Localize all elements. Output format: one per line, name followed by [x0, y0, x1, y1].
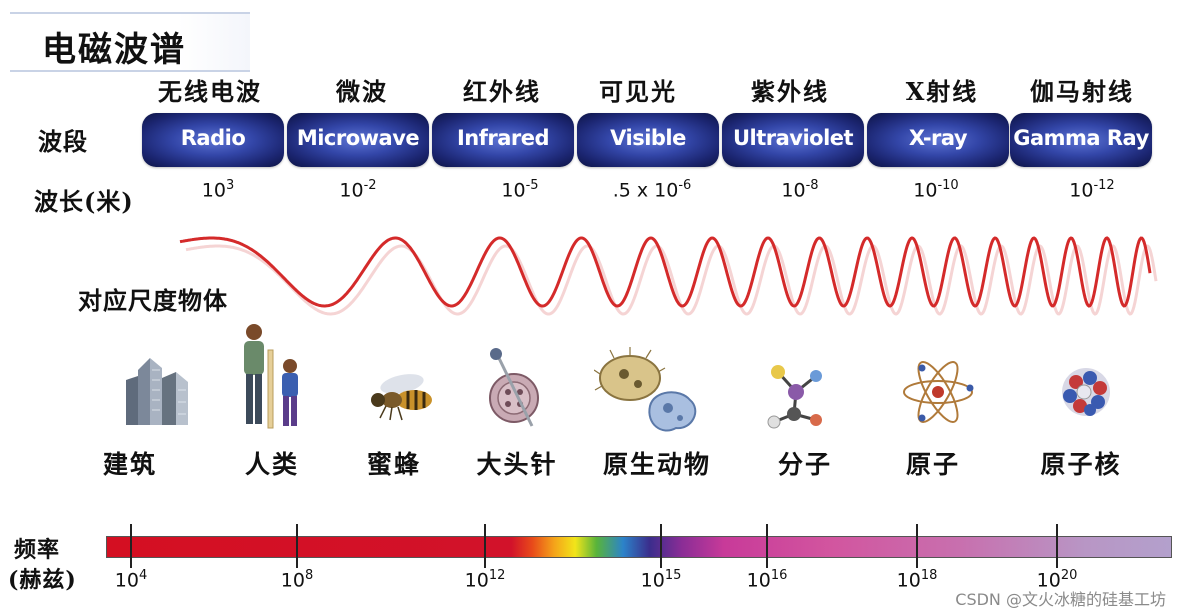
band-label: Ultraviolet [732, 126, 854, 150]
object-label-human: 人类 [244, 450, 299, 479]
object-label-nucleus: 原子核 [1040, 450, 1122, 479]
frequency-label: 1016 [746, 568, 788, 592]
wavelength-infrared: 10-5 [501, 178, 539, 202]
band-pill-microwave: Microwave [287, 113, 429, 167]
band-label: Radio [180, 126, 246, 150]
band-label: Microwave [296, 126, 420, 150]
atom-icon [903, 361, 974, 423]
band-label: Gamma Ray [1013, 126, 1149, 150]
frequency-tick [1056, 524, 1058, 568]
wavelength-row-label: 波长(米) [34, 187, 134, 216]
wavelength-xray: 10-10 [913, 178, 959, 202]
frequency-tick [296, 524, 298, 568]
band-name-microwave: 微波 [336, 77, 388, 106]
molecule-icon [767, 365, 822, 429]
object-label-building: 建筑 [102, 450, 157, 479]
frequency-unit-label: (赫兹) [8, 567, 77, 593]
frequency-label: 1015 [640, 568, 682, 592]
band-name-infrared: 红外线 [463, 77, 541, 106]
band-name-xray: X射线 [905, 77, 979, 106]
frequency-label: 1012 [464, 568, 506, 592]
objects-row-label: 对应尺度物体 [78, 286, 228, 315]
band-pill-infrared: Infrared [432, 113, 574, 167]
frequency-tick [766, 524, 768, 568]
band-pill-gamma: Gamma Ray [1010, 113, 1152, 167]
wavelength-gamma: 10-12 [1069, 178, 1115, 202]
band-row-label: 波段 [38, 127, 88, 156]
band-pill-ultraviolet: Ultraviolet [722, 113, 864, 167]
band-name-ultraviolet: 紫外线 [751, 77, 829, 106]
frequency-label: 1020 [1036, 568, 1078, 592]
wavelength-microwave: 10-2 [339, 178, 377, 202]
wave-line [179, 236, 1152, 308]
watermark: CSDN @文火冰糖的硅基工坊 [955, 590, 1166, 609]
wavelength-visible: .5 x 10-6 [612, 178, 692, 202]
frequency-label: 1018 [896, 568, 938, 592]
band-name-gamma: 伽马射线 [1030, 77, 1134, 106]
protozoa-icon [594, 347, 697, 432]
object-label-bee: 蜜蜂 [366, 450, 421, 479]
frequency-label: 104 [114, 568, 148, 592]
frequency-tick [916, 524, 918, 568]
title-box: 电磁波谱 [10, 12, 250, 72]
band-pill-radio: Radio [142, 113, 284, 167]
band-label: Infrared [456, 126, 550, 150]
band-pill-xray: X-ray [867, 113, 1009, 167]
bee-icon [371, 374, 432, 421]
band-label: X-ray [908, 126, 968, 150]
wavelength-radio: 103 [201, 178, 235, 202]
object-label-pin: 大头针 [476, 450, 558, 479]
frequency-tick [130, 524, 132, 568]
band-pill-visible: Visible [577, 113, 719, 167]
wavelength-ultraviolet: 10-8 [781, 178, 819, 202]
buildings-icon [126, 358, 188, 425]
nucleus-icon [1062, 368, 1110, 416]
frequency-gradient-bar [106, 536, 1172, 558]
object-label-atom: 原子 [905, 450, 960, 479]
object-label-protozoa: 原生动物 [602, 450, 711, 479]
frequency-tick [484, 524, 486, 568]
page-title: 电磁波谱 [42, 30, 186, 70]
frequency-tick [660, 524, 662, 568]
band-name-visible: 可见光 [599, 77, 677, 106]
people-icon [244, 324, 298, 429]
band-label: Visible [610, 126, 686, 150]
wave-shadow [185, 244, 1158, 316]
pin-icon [489, 348, 539, 427]
object-label-molecule: 分子 [777, 450, 832, 479]
frequency-label: 108 [280, 568, 314, 592]
frequency-row-label: 频率 [14, 537, 61, 563]
band-name-radio: 无线电波 [158, 77, 262, 106]
